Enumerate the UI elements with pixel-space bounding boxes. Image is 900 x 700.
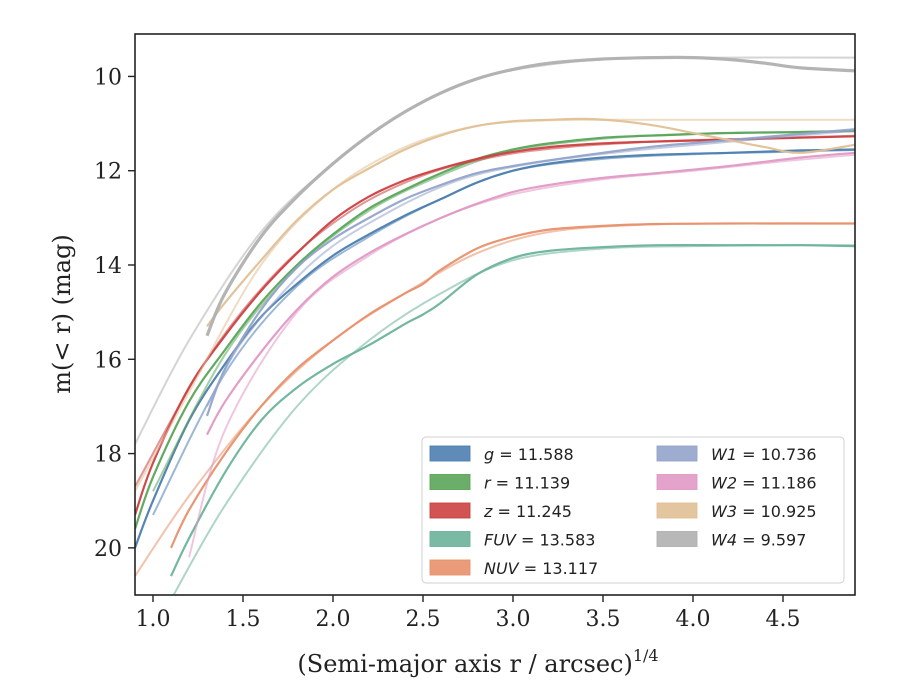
legend-label-w3: W3 = 10.925 xyxy=(711,502,817,521)
y-axis-label: m(< r) (mag) xyxy=(48,234,76,393)
legend-label-w1: W1 = 10.736 xyxy=(711,445,817,464)
series-w3-line xyxy=(206,117,855,327)
legend-label-w2: W2 = 11.186 xyxy=(711,474,817,493)
y-tick-label: 16 xyxy=(94,348,122,373)
y-tick-label: 14 xyxy=(94,254,122,279)
series-w1-model-line xyxy=(206,129,855,407)
legend-box xyxy=(421,436,845,584)
legend-swatch-w3 xyxy=(656,502,698,519)
x-axis-ticks: 1.0 1.5 2.0 2.5 3.0 3.5 4.0 4.5 xyxy=(136,595,801,632)
x-tick-label: 1.0 xyxy=(136,607,171,632)
series-nuv-line xyxy=(170,222,855,549)
y-tick-label: 20 xyxy=(94,537,122,562)
legend-swatch-r xyxy=(429,474,471,490)
series-g-line xyxy=(135,148,855,549)
x-axis-label-main: (Semi-major axis r / arcsec) xyxy=(297,650,632,678)
y-axis-ticks: 10 12 14 16 18 20 xyxy=(94,65,135,562)
plot-frame xyxy=(134,33,856,596)
legend-swatch-w4 xyxy=(656,531,698,547)
legend: g = 11.588 r = 11.139 z = 11.245 FUV = 13.5… xyxy=(421,436,845,584)
x-tick-label: 4.0 xyxy=(676,607,711,632)
x-tick-label: 2.5 xyxy=(406,607,441,632)
legend-swatch-w2 xyxy=(656,474,698,490)
legend-entries: g = 11.588 r = 11.139 z = 11.245 FUV = 13.5… xyxy=(429,445,817,578)
series-w2-line xyxy=(206,151,855,436)
legend-swatch-nuv xyxy=(429,559,471,576)
x-tick-label: 4.5 xyxy=(766,607,801,632)
legend-swatch-z xyxy=(429,502,471,519)
legend-label-w4: W4 = 9.597 xyxy=(711,531,806,550)
series-fuv-line xyxy=(170,243,855,577)
series-w4-model-line xyxy=(135,56,855,445)
y-tick-label: 12 xyxy=(94,160,122,185)
x-tick-label: 3.0 xyxy=(496,607,531,632)
y-tick-label: 18 xyxy=(94,443,122,468)
x-tick-label: 3.5 xyxy=(586,607,621,632)
series-w3-model-line xyxy=(135,118,855,492)
x-tick-label: 1.5 xyxy=(226,607,261,632)
series-w1-line xyxy=(205,128,855,417)
x-axis-label-sup: 1/4 xyxy=(633,646,659,665)
legend-label-z: z = 11.245 xyxy=(483,502,572,521)
legend-label-g: g = 11.588 xyxy=(484,445,574,464)
legend-label-nuv: NUV = 13.117 xyxy=(484,559,598,578)
x-axis-label: (Semi-major axis r / arcsec)1/4 xyxy=(297,646,658,678)
legend-swatch-w1 xyxy=(656,445,698,462)
series-layer xyxy=(135,55,855,595)
series-w4-line xyxy=(205,55,855,337)
legend-label-fuv: FUV = 13.583 xyxy=(484,531,595,550)
y-tick-label: 10 xyxy=(94,65,122,90)
legend-swatch-g xyxy=(429,445,471,462)
legend-label-r: r = 11.139 xyxy=(484,474,570,493)
series-z-line xyxy=(135,135,855,516)
series-r-line xyxy=(135,130,855,530)
x-tick-label: 2.0 xyxy=(316,607,351,632)
legend-swatch-fuv xyxy=(429,531,471,547)
